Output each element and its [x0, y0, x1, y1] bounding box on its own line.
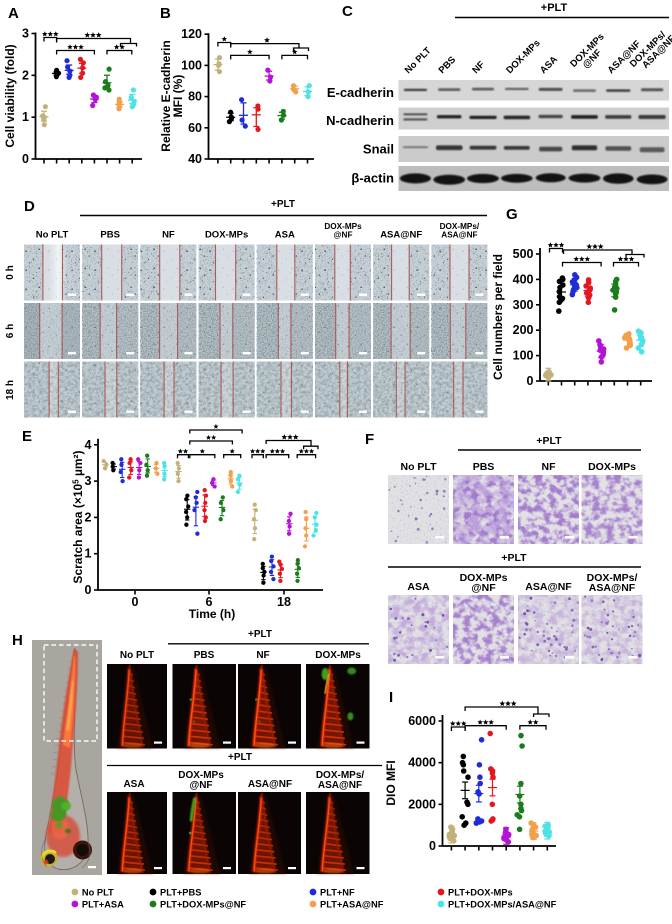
svg-text:3: 3: [22, 27, 29, 41]
svg-text:+PLT: +PLT: [248, 629, 272, 640]
svg-text:0: 0: [429, 839, 436, 853]
svg-text:MFI (%): MFI (%): [171, 75, 185, 118]
svg-text:PLT+DOX-MPs: PLT+DOX-MPs: [448, 888, 513, 898]
svg-text:PBS: PBS: [100, 230, 120, 241]
svg-text:A: A: [8, 5, 19, 22]
svg-text:DOX-MPs: DOX-MPs: [178, 770, 224, 781]
svg-text:PLT+PBS: PLT+PBS: [160, 888, 201, 898]
svg-text:100: 100: [513, 349, 534, 363]
svg-text:E-cadherin: E-cadherin: [327, 85, 394, 100]
svg-text:E: E: [22, 428, 32, 445]
svg-text:6000: 6000: [408, 714, 436, 728]
svg-text:Cell viability (fold): Cell viability (fold): [3, 44, 17, 147]
svg-text:60: 60: [188, 121, 202, 135]
svg-text:ASA@NF: ASA@NF: [248, 779, 292, 790]
svg-text:ASA@NF: ASA@NF: [380, 230, 422, 241]
svg-text:DOX-MPs/: DOX-MPs/: [587, 572, 638, 584]
svg-text:DOX-MPs: DOX-MPs: [324, 222, 362, 231]
svg-text:120: 120: [181, 27, 202, 41]
svg-text:NF: NF: [162, 230, 175, 241]
svg-text:@NF: @NF: [189, 780, 212, 791]
svg-text:N-cadherin: N-cadherin: [326, 113, 394, 128]
svg-text:18: 18: [277, 595, 291, 609]
svg-text:1: 1: [85, 547, 92, 561]
svg-text:DOX-MPs: DOX-MPs: [315, 650, 361, 661]
svg-text:PLT+NF: PLT+NF: [320, 888, 355, 898]
svg-text:PLT+DOX-MPs/ASA@NF: PLT+DOX-MPs/ASA@NF: [448, 900, 557, 910]
svg-text:G: G: [506, 206, 518, 223]
svg-text:ASA@NF: ASA@NF: [525, 581, 572, 593]
svg-text:D: D: [24, 198, 35, 215]
svg-text:No PLT: No PLT: [120, 650, 154, 661]
svg-text:F: F: [365, 431, 374, 448]
svg-text:Cell numbers per field: Cell numbers per field: [491, 254, 505, 380]
svg-text:No PLT: No PLT: [401, 461, 438, 473]
svg-text:0: 0: [22, 152, 29, 166]
svg-text:PBS: PBS: [194, 650, 215, 661]
svg-text:Relative E-cadherin: Relative E-cadherin: [159, 40, 173, 151]
svg-text:+PLT: +PLT: [536, 435, 562, 447]
svg-text:+PLT: +PLT: [501, 552, 527, 564]
svg-text:β-actin: β-actin: [351, 171, 394, 186]
svg-text:ASA@NF: ASA@NF: [589, 582, 636, 594]
svg-text:PBS: PBS: [473, 461, 495, 473]
svg-text:+PLT: +PLT: [228, 752, 252, 763]
svg-text:NF: NF: [542, 461, 557, 473]
svg-text:+PLT: +PLT: [271, 199, 295, 210]
svg-text:18 h: 18 h: [5, 380, 16, 400]
svg-text:6 h: 6 h: [5, 324, 16, 338]
svg-text:80: 80: [188, 90, 202, 104]
svg-text:4: 4: [85, 438, 92, 452]
svg-text:@NF: @NF: [334, 231, 353, 240]
svg-text:200: 200: [513, 323, 534, 337]
svg-text:NF: NF: [256, 650, 269, 661]
svg-text:400: 400: [513, 272, 534, 286]
svg-text:ASA: ASA: [123, 779, 144, 790]
svg-text:0 h: 0 h: [5, 265, 16, 279]
svg-text:+PLT: +PLT: [541, 2, 568, 14]
svg-text:1: 1: [22, 110, 29, 124]
svg-text:@NF: @NF: [471, 582, 496, 594]
svg-text:ASA: ASA: [407, 581, 430, 593]
svg-text:Snail: Snail: [363, 142, 394, 157]
svg-text:DOX-MPs/: DOX-MPs/: [316, 770, 365, 781]
svg-text:DOX-MPs: DOX-MPs: [460, 572, 508, 584]
svg-text:0: 0: [527, 374, 534, 388]
svg-text:2: 2: [85, 510, 92, 524]
svg-text:4000: 4000: [408, 756, 436, 770]
svg-text:DOX-MPs: DOX-MPs: [588, 461, 636, 473]
svg-text:3: 3: [85, 474, 92, 488]
svg-text:2000: 2000: [408, 797, 436, 811]
svg-text:6: 6: [206, 595, 213, 609]
svg-text:500: 500: [513, 247, 534, 261]
svg-text:40: 40: [188, 152, 202, 166]
svg-text:0: 0: [132, 595, 139, 609]
svg-text:DOX-MPs: DOX-MPs: [205, 230, 248, 241]
svg-text:0: 0: [85, 583, 92, 597]
svg-text:DIO MFI: DIO MFI: [384, 760, 398, 805]
svg-text:ASA@NF: ASA@NF: [318, 780, 362, 791]
svg-text:Time (h): Time (h): [189, 607, 235, 621]
svg-text:ASA: ASA: [275, 230, 295, 241]
svg-text:No PLT: No PLT: [36, 230, 69, 241]
svg-text:PLT+DOX-MPs@NF: PLT+DOX-MPs@NF: [160, 900, 246, 910]
svg-text:DOX-MPs/: DOX-MPs/: [440, 222, 480, 231]
svg-text:300: 300: [513, 298, 534, 312]
svg-text:B: B: [160, 5, 171, 22]
svg-text:Scratch area (×105 µm²): Scratch area (×105 µm²): [71, 450, 85, 583]
svg-text:100: 100: [181, 58, 202, 72]
svg-text:H: H: [12, 632, 23, 649]
svg-text:C: C: [342, 3, 353, 20]
svg-text:PLT+ASA: PLT+ASA: [82, 900, 124, 910]
svg-text:No PLT: No PLT: [82, 888, 114, 898]
svg-text:PLT+ASA@NF: PLT+ASA@NF: [320, 900, 384, 910]
svg-text:ASA@NF: ASA@NF: [441, 231, 477, 240]
svg-text:I: I: [389, 689, 393, 706]
svg-text:2: 2: [22, 68, 29, 82]
